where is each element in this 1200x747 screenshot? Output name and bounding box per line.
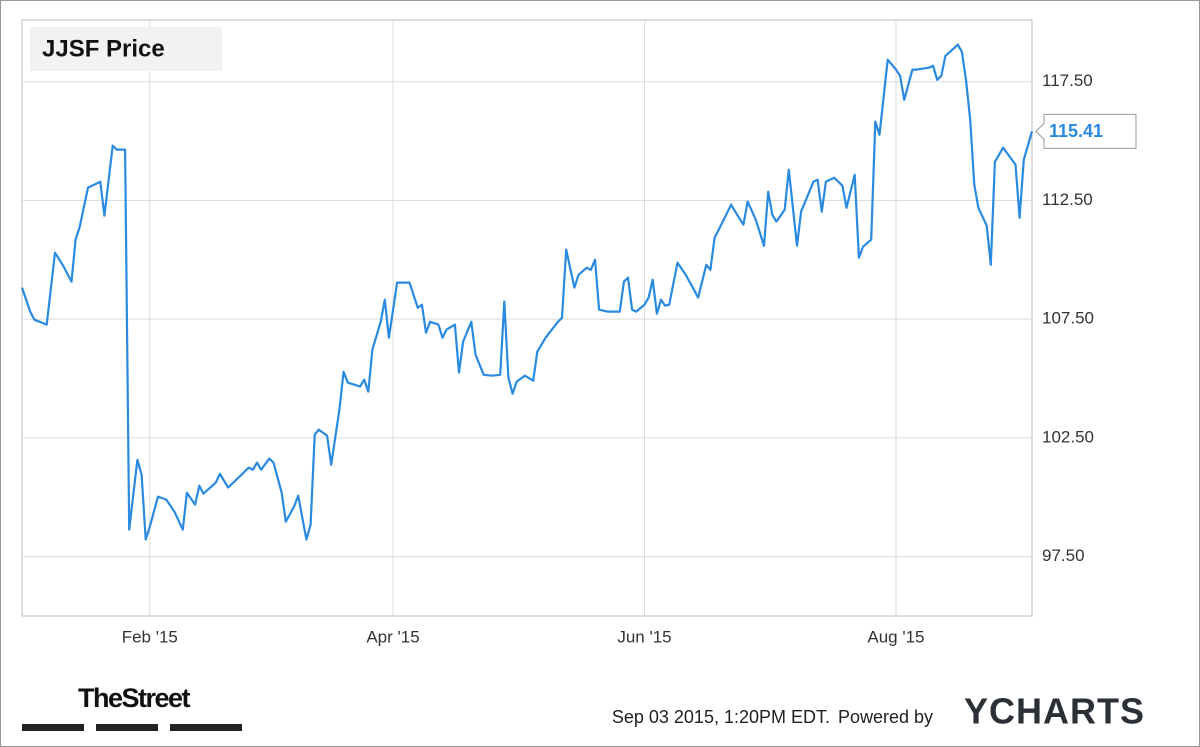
y-tick-label: 117.50: [1042, 71, 1093, 90]
y-tick-label: 102.50: [1042, 427, 1094, 446]
logo-bar: [170, 724, 242, 731]
plot-area: [21, 19, 1033, 617]
ycharts-logo: YCHARTS: [964, 691, 1145, 732]
x-tick-label: Aug '15: [867, 627, 924, 646]
price-line: [20, 43, 1034, 541]
axes: 97.50 102.50 107.50 112.50 117.50 Feb '15 Apr …: [122, 71, 1137, 646]
title-box: [30, 27, 222, 71]
logo-bar: [96, 724, 158, 731]
last-value-label: 115.41: [1049, 121, 1103, 141]
x-tick-label: Apr '15: [366, 627, 419, 646]
logo-bar: [22, 724, 84, 731]
timestamp: Sep 03 2015, 1:20PM EDT.: [612, 707, 830, 727]
grid: [22, 20, 1032, 616]
publisher-logo: TheStreet: [78, 683, 191, 713]
x-tick-label: Feb '15: [122, 627, 178, 646]
y-tick-label: 112.50: [1042, 190, 1093, 209]
x-tick-label: Jun '15: [617, 627, 671, 646]
y-tick-label: 107.50: [1042, 309, 1094, 328]
chart-title: JJSF Price: [42, 35, 165, 62]
y-tick-label: 97.50: [1042, 546, 1085, 565]
last-value-box: [1035, 113, 1137, 149]
series: [20, 43, 1034, 541]
powered-by: Powered by: [838, 707, 933, 727]
